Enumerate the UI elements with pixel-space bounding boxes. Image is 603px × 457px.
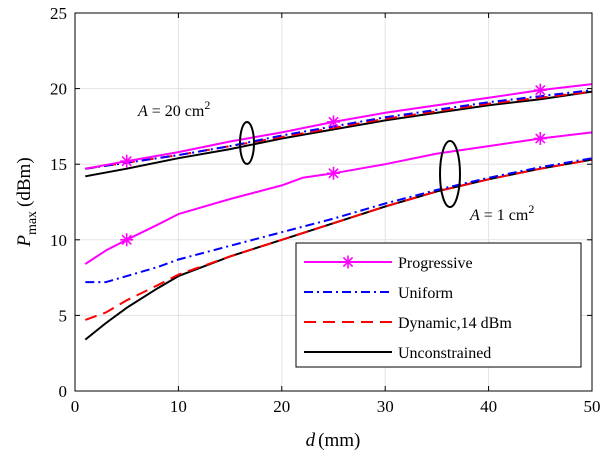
annotation-layer: A = 20 cm2 A = 1 cm2 [137,98,534,224]
x-tick-label: 40 [480,397,497,416]
legend-label-2: Dynamic,14 dBm [398,315,512,332]
series-marker [327,115,340,129]
y-tick-label: 20 [50,80,67,99]
annotation-ellipse-20cm [239,121,255,165]
series-line-1-1 [85,157,593,284]
axis-ticks [74,12,593,392]
y-tick-label: 0 [59,382,68,401]
series-marker [327,166,340,180]
tick-labels: 0 10 20 30 40 50 0 5 10 15 20 25 [50,4,601,416]
annotation-ellipse-1cm [439,140,461,208]
series-layer [84,83,593,341]
annotation-a-20cm: A = 20 cm2 [137,98,210,120]
annotation-a-1cm: A = 1 cm2 [469,202,534,224]
plot-frame [74,12,593,392]
x-tick-label: 30 [377,397,394,416]
x-tick-label: 50 [584,397,601,416]
y-tick-label: 25 [50,4,67,23]
legend-marker [341,255,355,269]
y-axis-title: Pmax(dBm) [14,157,40,247]
x-axis-title: d (mm) [306,430,361,451]
legend-label-0: Progressive [398,255,473,272]
series-line-3-0 [85,90,593,178]
legend: Progressive Uniform Dynamic,14 dBm Unconstr… [295,242,582,368]
series-line-2-1 [84,158,593,321]
y-tick-label: 10 [50,231,67,250]
x-tick-label: 10 [170,397,187,416]
series-line-0-1 [84,131,593,265]
x-tick-label: 20 [273,397,290,416]
legend-box [295,242,582,368]
legend-label-1: Uniform [398,285,454,302]
y-tick-label: 15 [50,155,67,174]
legend-label-3: Unconstrained [398,345,491,362]
series-marker [533,131,547,145]
y-tick-label: 5 [59,306,68,325]
series-marker [120,233,134,247]
x-tick-label: 0 [71,397,80,416]
series-marker [533,83,547,97]
series-marker [120,154,134,168]
